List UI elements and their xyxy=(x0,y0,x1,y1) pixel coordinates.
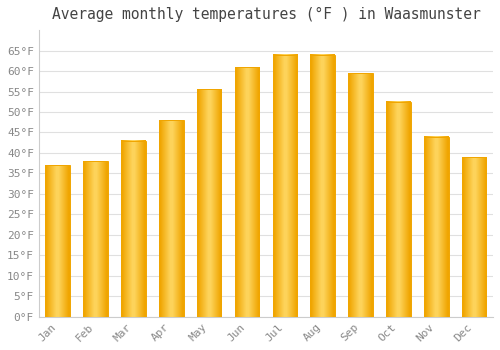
Bar xyxy=(121,141,146,317)
Bar xyxy=(159,120,184,317)
Bar xyxy=(348,73,373,317)
Bar xyxy=(310,55,335,317)
Bar xyxy=(462,157,486,317)
Bar xyxy=(84,161,108,317)
Bar xyxy=(386,102,410,317)
Bar xyxy=(197,90,222,317)
Bar xyxy=(46,165,70,317)
Title: Average monthly temperatures (°F ) in Waasmunster: Average monthly temperatures (°F ) in Wa… xyxy=(52,7,480,22)
Bar xyxy=(272,55,297,317)
Bar xyxy=(424,136,448,317)
Bar xyxy=(234,67,260,317)
